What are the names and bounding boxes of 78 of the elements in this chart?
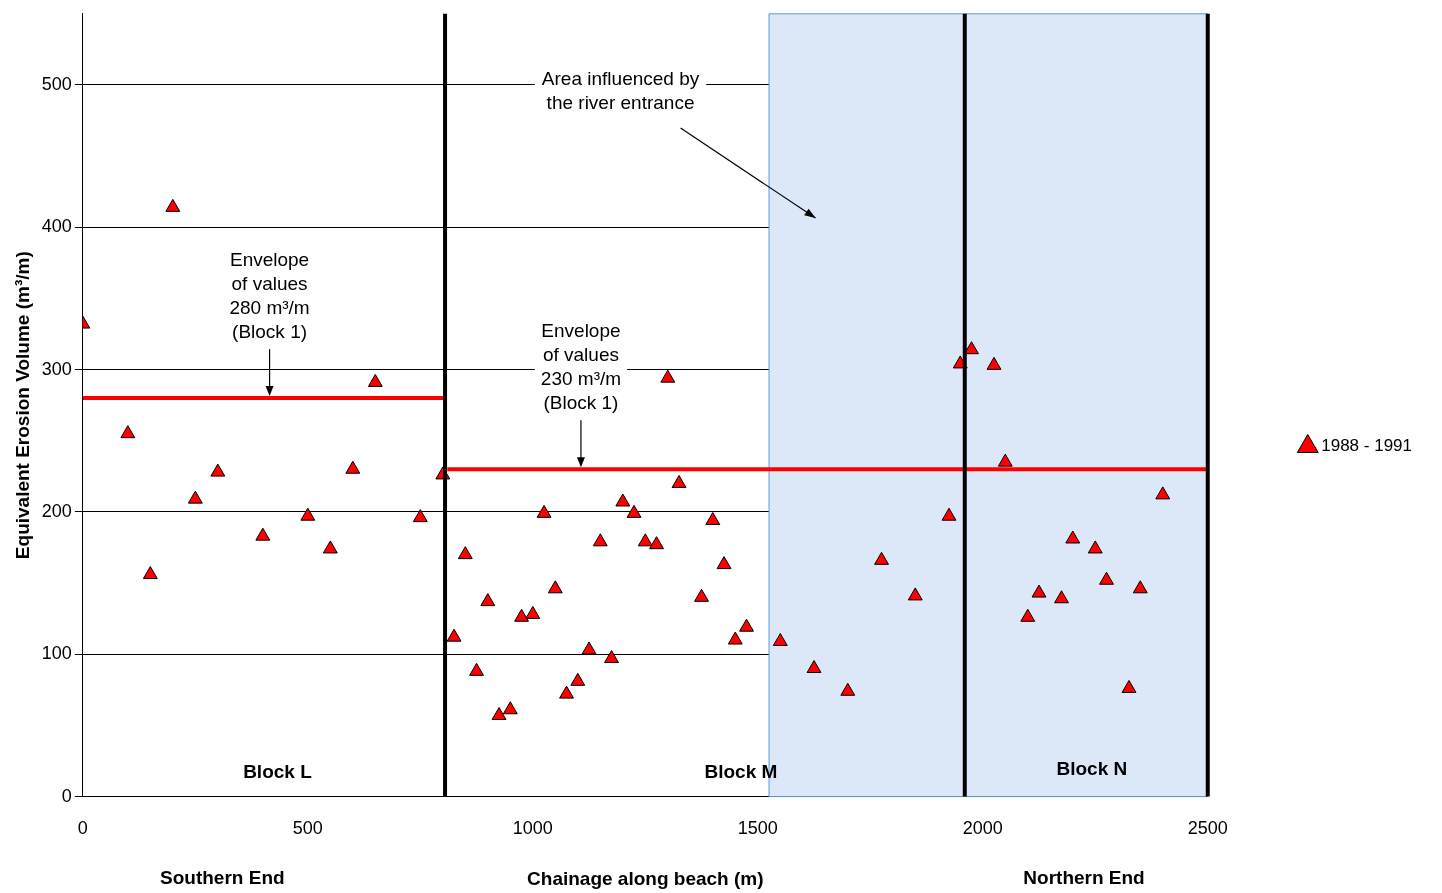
point (1031, 584, 1047, 598)
point (997, 453, 1013, 467)
point (1020, 608, 1036, 622)
y-tick-label: 300 (41, 358, 72, 379)
point (1054, 590, 1069, 604)
annotation: Area influenced by the river entrance (541, 68, 700, 114)
point (255, 527, 271, 541)
point (469, 662, 484, 676)
annotation: Block N (1056, 758, 1128, 780)
point (457, 546, 473, 560)
x-tick-label: 0 (77, 818, 88, 839)
x-tick-label: 2000 (962, 818, 1003, 839)
y-tick-label: 0 (61, 785, 72, 806)
point (1121, 679, 1137, 693)
point (367, 373, 383, 387)
point (604, 650, 619, 664)
point (840, 682, 856, 696)
point (660, 369, 676, 383)
point (570, 672, 586, 686)
point (592, 533, 608, 547)
point (345, 460, 361, 474)
point (491, 706, 507, 720)
point (120, 425, 136, 439)
point (559, 685, 574, 699)
point (1087, 540, 1103, 554)
y-tick-label: 500 (41, 73, 72, 94)
point (1132, 580, 1148, 594)
y-tick-label: 100 (41, 643, 72, 664)
x-tick-label: 500 (292, 818, 323, 839)
annotation: Envelope of values 280 m³/m (Block 1) (229, 249, 310, 343)
point (772, 632, 788, 646)
point (626, 504, 642, 518)
point (142, 566, 158, 580)
point (671, 474, 687, 488)
text: Southern End (160, 867, 285, 889)
point (907, 587, 923, 601)
point (986, 356, 1002, 370)
legend-label: 1988 - 1991 (1321, 436, 1413, 456)
point (547, 580, 563, 594)
point (649, 536, 664, 550)
point (581, 641, 597, 655)
point (502, 701, 518, 715)
point (514, 608, 529, 622)
point (1099, 571, 1114, 585)
point (615, 493, 631, 507)
point (637, 533, 653, 547)
point (536, 504, 552, 518)
point (480, 593, 496, 607)
annotation: Envelope of values 230 m³/m (Block 1) (540, 320, 622, 414)
point (739, 618, 754, 632)
point (165, 198, 181, 212)
point (322, 540, 338, 554)
y-axis-title: Equivalent Erosion Volume (m³/m) (11, 251, 33, 560)
point (727, 631, 743, 645)
point (446, 628, 462, 642)
point (806, 660, 822, 674)
point (1065, 530, 1081, 544)
point (525, 605, 541, 619)
point (964, 341, 979, 355)
point (716, 556, 732, 570)
point (941, 507, 957, 521)
point (1155, 486, 1171, 500)
point (210, 463, 226, 477)
y-tick-label: 200 (41, 500, 72, 521)
annotation: Block M (704, 761, 778, 783)
point (300, 507, 316, 521)
x-tick-label: 1500 (737, 818, 778, 839)
point (705, 511, 721, 525)
x-tick-label: 1000 (512, 818, 553, 839)
y-tick-label: 400 (41, 216, 72, 237)
point (694, 588, 709, 602)
annotation: Block L (243, 761, 313, 783)
x-tick-label: 2500 (1187, 818, 1228, 839)
point (412, 509, 428, 523)
text: Northern End (1023, 867, 1145, 889)
point (874, 551, 889, 565)
point (187, 490, 203, 504)
x-axis-title: Chainage along beach (m) (527, 867, 764, 889)
